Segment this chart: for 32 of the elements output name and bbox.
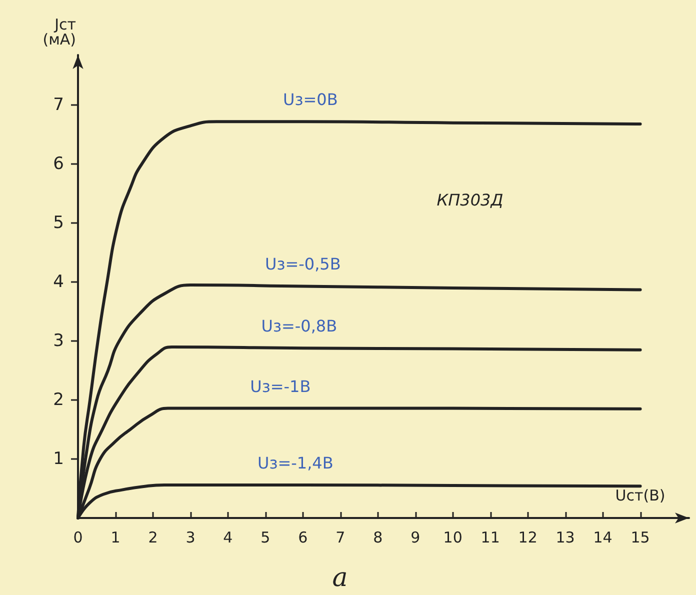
x-tick-label: 7 xyxy=(336,528,346,546)
x-axis-title: Uст(В) xyxy=(615,486,666,504)
x-tick-label: 6 xyxy=(298,528,308,546)
y-tick-label: 4 xyxy=(53,272,64,292)
annotation: Uз=-1В xyxy=(250,376,311,396)
x-tick-label: 3 xyxy=(186,528,196,546)
text: а xyxy=(332,563,348,593)
x-tick-label: 15 xyxy=(630,528,650,546)
y-tick-label: 5 xyxy=(53,213,64,234)
x-tick-label: 10 xyxy=(443,528,462,546)
x-tick-label: 8 xyxy=(373,528,383,546)
y-tick-label: 2 xyxy=(53,390,64,410)
x-tick-label: 11 xyxy=(480,528,500,546)
x-tick-label: 5 xyxy=(260,528,270,546)
y-tick-label: 1 xyxy=(53,449,64,470)
x-tick-label: 9 xyxy=(410,528,420,546)
annotation: Uз=0В xyxy=(283,90,338,110)
y-axis-title: Jст (мА) xyxy=(42,16,76,48)
annotation: Uз=-0,5В xyxy=(264,254,341,274)
annotation: КП303Д xyxy=(436,190,504,210)
annotation: Uз=-1,4В xyxy=(257,453,334,472)
x-tick-label: 4 xyxy=(223,528,233,546)
x-tick-label: 12 xyxy=(518,528,538,546)
x-tick-label: 2 xyxy=(148,528,158,546)
x-tick-label: 14 xyxy=(593,528,612,546)
y-tick-label: 7 xyxy=(53,95,64,116)
annotation: Uз=-0,8В xyxy=(261,316,338,336)
x-tick-label: 1 xyxy=(110,528,120,546)
y-tick-label: 6 xyxy=(53,154,64,174)
x-tick-label: 13 xyxy=(556,528,575,546)
x-tick-label: 0 xyxy=(73,528,83,546)
y-tick-label: 3 xyxy=(53,331,64,352)
